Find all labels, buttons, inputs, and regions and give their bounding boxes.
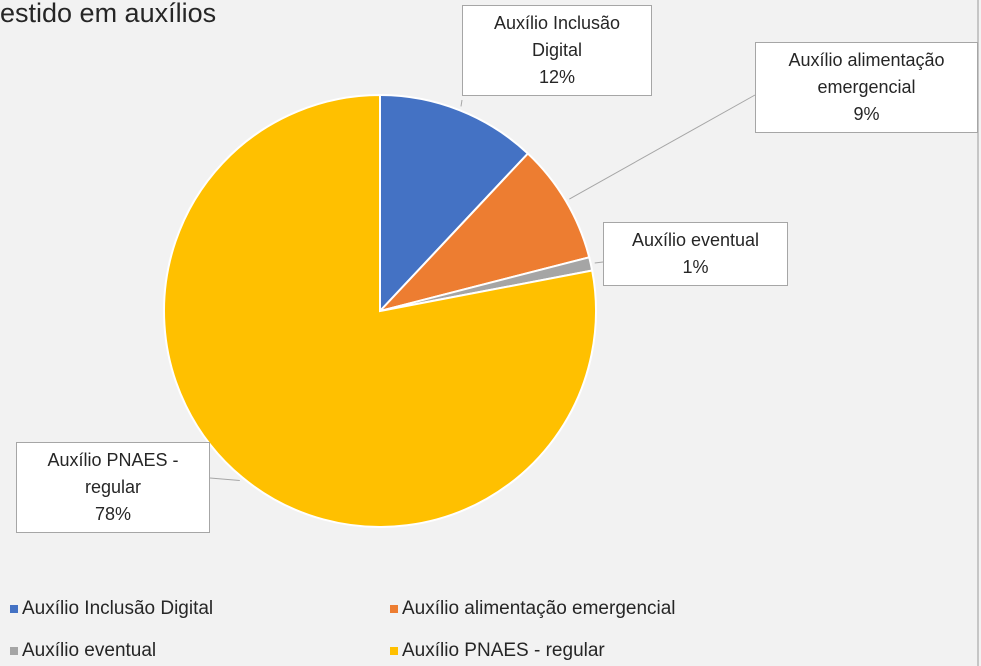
legend-swatch: [10, 647, 18, 655]
data-label-name: Auxílio alimentação emergencial: [788, 50, 945, 97]
legend-item: Auxílio alimentação emergencial: [390, 598, 676, 620]
legend-item: Auxílio PNAES - regular: [390, 640, 605, 662]
legend-label: Auxílio alimentação emergencial: [402, 598, 676, 619]
legend-label: Auxílio eventual: [22, 640, 157, 661]
leader-line: [569, 94, 756, 200]
pie-slice: [379, 93, 530, 314]
legend-swatch: [10, 605, 18, 613]
data-label: Auxílio Inclusão Digital 12%: [462, 5, 652, 96]
legend-swatch: [390, 647, 398, 655]
legend-item: Auxílio Inclusão Digital: [10, 598, 213, 620]
data-label-value: 78%: [94, 504, 132, 524]
leader-line: [209, 477, 240, 482]
data-label: Auxílio alimentação emergencial 9%: [755, 42, 978, 133]
data-label: Auxílio eventual 1%: [603, 222, 788, 286]
pie-slice: [376, 152, 591, 313]
data-label-value: 9%: [853, 104, 880, 124]
data-label-name: Auxílio eventual: [631, 230, 760, 250]
legend-item: Auxílio eventual: [10, 640, 156, 662]
data-label-name: Auxílio Inclusão Digital: [493, 13, 621, 60]
legend-label: Auxílio Inclusão Digital: [22, 598, 214, 619]
leader-line: [594, 261, 604, 264]
chart-title: estido em auxílios: [0, 0, 216, 28]
leader-line: [460, 99, 463, 107]
legend-swatch: [390, 605, 398, 613]
pie-slice: [163, 93, 597, 528]
data-label: Auxílio PNAES - regular 78%: [16, 442, 210, 533]
data-label-value: 12%: [538, 67, 576, 87]
data-label-value: 1%: [682, 257, 709, 277]
data-label-name: Auxílio PNAES - regular: [47, 450, 179, 497]
legend-label: Auxílio PNAES - regular: [402, 640, 605, 661]
